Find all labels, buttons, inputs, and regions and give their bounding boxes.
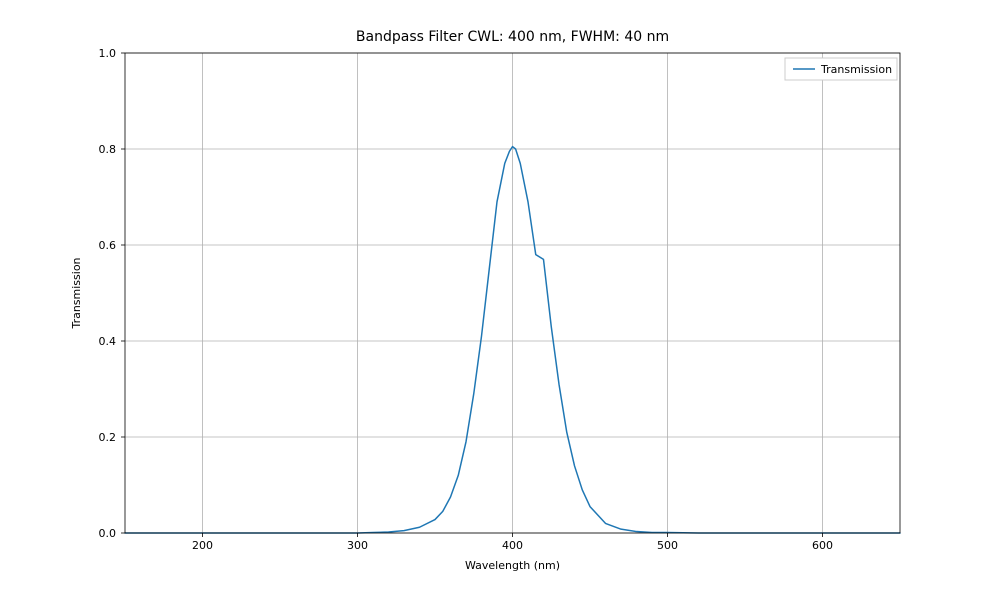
- x-tick-label: 200: [192, 539, 213, 552]
- y-axis-label: Transmission: [70, 257, 83, 329]
- x-tick-label: 500: [657, 539, 678, 552]
- x-tick-label: 400: [502, 539, 523, 552]
- legend-label: Transmission: [820, 63, 892, 76]
- y-tick-label: 0.2: [99, 431, 117, 444]
- y-tick-label: 0.8: [99, 143, 117, 156]
- y-tick-label: 0.4: [99, 335, 117, 348]
- x-tick-label: 300: [347, 539, 368, 552]
- y-tick-label: 1.0: [99, 47, 117, 60]
- legend: Transmission: [785, 58, 897, 80]
- x-tick-label: 600: [812, 539, 833, 552]
- x-axis-label: Wavelength (nm): [465, 559, 560, 572]
- y-tick-label: 0.0: [99, 527, 117, 540]
- y-tick-label: 0.6: [99, 239, 117, 252]
- chart-container: 200 300 400 500 600 0.0 0.2 0.4 0.6 0.8 1.0 Wavelen…: [0, 0, 1000, 600]
- chart-svg: 200 300 400 500 600 0.0 0.2 0.4 0.6 0.8 1.0 Wavelen…: [0, 0, 1000, 600]
- chart-title: Bandpass Filter CWL: 400 nm, FWHM: 40 nm: [356, 29, 669, 45]
